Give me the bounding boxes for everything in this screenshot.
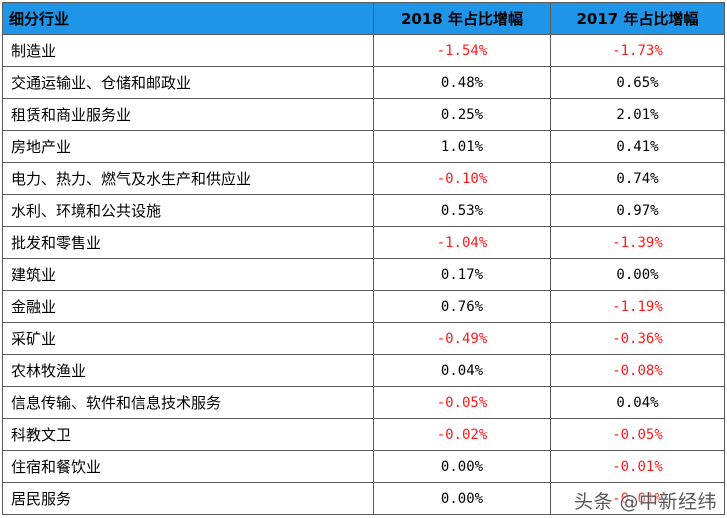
- value-2017: 0.00%: [550, 258, 725, 291]
- value-2018: -0.10%: [373, 162, 551, 195]
- value-2018: 0.48%: [373, 66, 551, 99]
- table-row: 交通运输业、仓储和邮政业 0.48% 0.65%: [2, 66, 725, 99]
- industry-name: 建筑业: [2, 258, 374, 291]
- value-2018: -0.49%: [373, 322, 551, 355]
- table-row: 农林牧渔业 0.04% -0.08%: [2, 354, 725, 387]
- table-row: 住宿和餐饮业 0.00% -0.01%: [2, 450, 725, 483]
- value-2017: 0.41%: [550, 130, 725, 163]
- value-2018: 0.53%: [373, 194, 551, 227]
- value-2017: -0.08%: [550, 354, 725, 387]
- value-2017: -1.73%: [550, 34, 725, 67]
- value-2018: 0.76%: [373, 290, 551, 323]
- value-2018: -0.05%: [373, 386, 551, 419]
- industry-name: 交通运输业、仓储和邮政业: [2, 66, 374, 99]
- industry-name: 水利、环境和公共设施: [2, 194, 374, 227]
- value-2017: -1.19%: [550, 290, 725, 323]
- header-2018: 2018 年占比增幅: [373, 2, 551, 35]
- value-2017: -0.01%: [550, 482, 725, 515]
- header-2017: 2017 年占比增幅: [550, 2, 725, 35]
- value-2017: 0.04%: [550, 386, 725, 419]
- value-2018: 0.25%: [373, 98, 551, 131]
- industry-name: 房地产业: [2, 130, 374, 163]
- table-row: 建筑业 0.17% 0.00%: [2, 258, 725, 291]
- table-row: 制造业 -1.54% -1.73%: [2, 34, 725, 67]
- table-row: 房地产业 1.01% 0.41%: [2, 130, 725, 163]
- value-2018: -1.04%: [373, 226, 551, 259]
- industry-name: 批发和零售业: [2, 226, 374, 259]
- value-2018: 0.00%: [373, 482, 551, 515]
- industry-name: 信息传输、软件和信息技术服务: [2, 386, 374, 419]
- table-row: 金融业 0.76% -1.19%: [2, 290, 725, 323]
- industry-name: 租赁和商业服务业: [2, 98, 374, 131]
- value-2018: 0.00%: [373, 450, 551, 483]
- table-row: 电力、热力、燃气及水生产和供应业 -0.10% 0.74%: [2, 162, 725, 195]
- table-header-row: 细分行业 2018 年占比增幅 2017 年占比增幅: [2, 2, 725, 35]
- table-row: 批发和零售业 -1.04% -1.39%: [2, 226, 725, 259]
- industry-name: 制造业: [2, 34, 374, 67]
- industry-name: 居民服务: [2, 482, 374, 515]
- table-row: 租赁和商业服务业 0.25% 2.01%: [2, 98, 725, 131]
- value-2017: -0.05%: [550, 418, 725, 451]
- header-industry: 细分行业: [2, 2, 374, 35]
- industry-name: 电力、热力、燃气及水生产和供应业: [2, 162, 374, 195]
- value-2018: 1.01%: [373, 130, 551, 163]
- industry-name: 金融业: [2, 290, 374, 323]
- industry-name: 住宿和餐饮业: [2, 450, 374, 483]
- table-row: 居民服务 0.00% -0.01%: [2, 482, 725, 515]
- value-2018: -1.54%: [373, 34, 551, 67]
- industry-name: 采矿业: [2, 322, 374, 355]
- value-2018: -0.02%: [373, 418, 551, 451]
- value-2017: 2.01%: [550, 98, 725, 131]
- value-2018: 0.17%: [373, 258, 551, 291]
- industry-name: 农林牧渔业: [2, 354, 374, 387]
- source-watermark: 头条 @中新经纬: [573, 491, 717, 513]
- table-row: 水利、环境和公共设施 0.53% 0.97%: [2, 194, 725, 227]
- table-row: 信息传输、软件和信息技术服务 -0.05% 0.04%: [2, 386, 725, 419]
- table-row: 采矿业 -0.49% -0.36%: [2, 322, 725, 355]
- value-2018: 0.04%: [373, 354, 551, 387]
- value-2017: 0.65%: [550, 66, 725, 99]
- value-2017: 0.97%: [550, 194, 725, 227]
- value-2017: -1.39%: [550, 226, 725, 259]
- value-2017: -0.01%: [550, 450, 725, 483]
- industry-name: 科教文卫: [2, 418, 374, 451]
- table-row: 科教文卫 -0.02% -0.05%: [2, 418, 725, 451]
- value-2017: 0.74%: [550, 162, 725, 195]
- value-2017: -0.36%: [550, 322, 725, 355]
